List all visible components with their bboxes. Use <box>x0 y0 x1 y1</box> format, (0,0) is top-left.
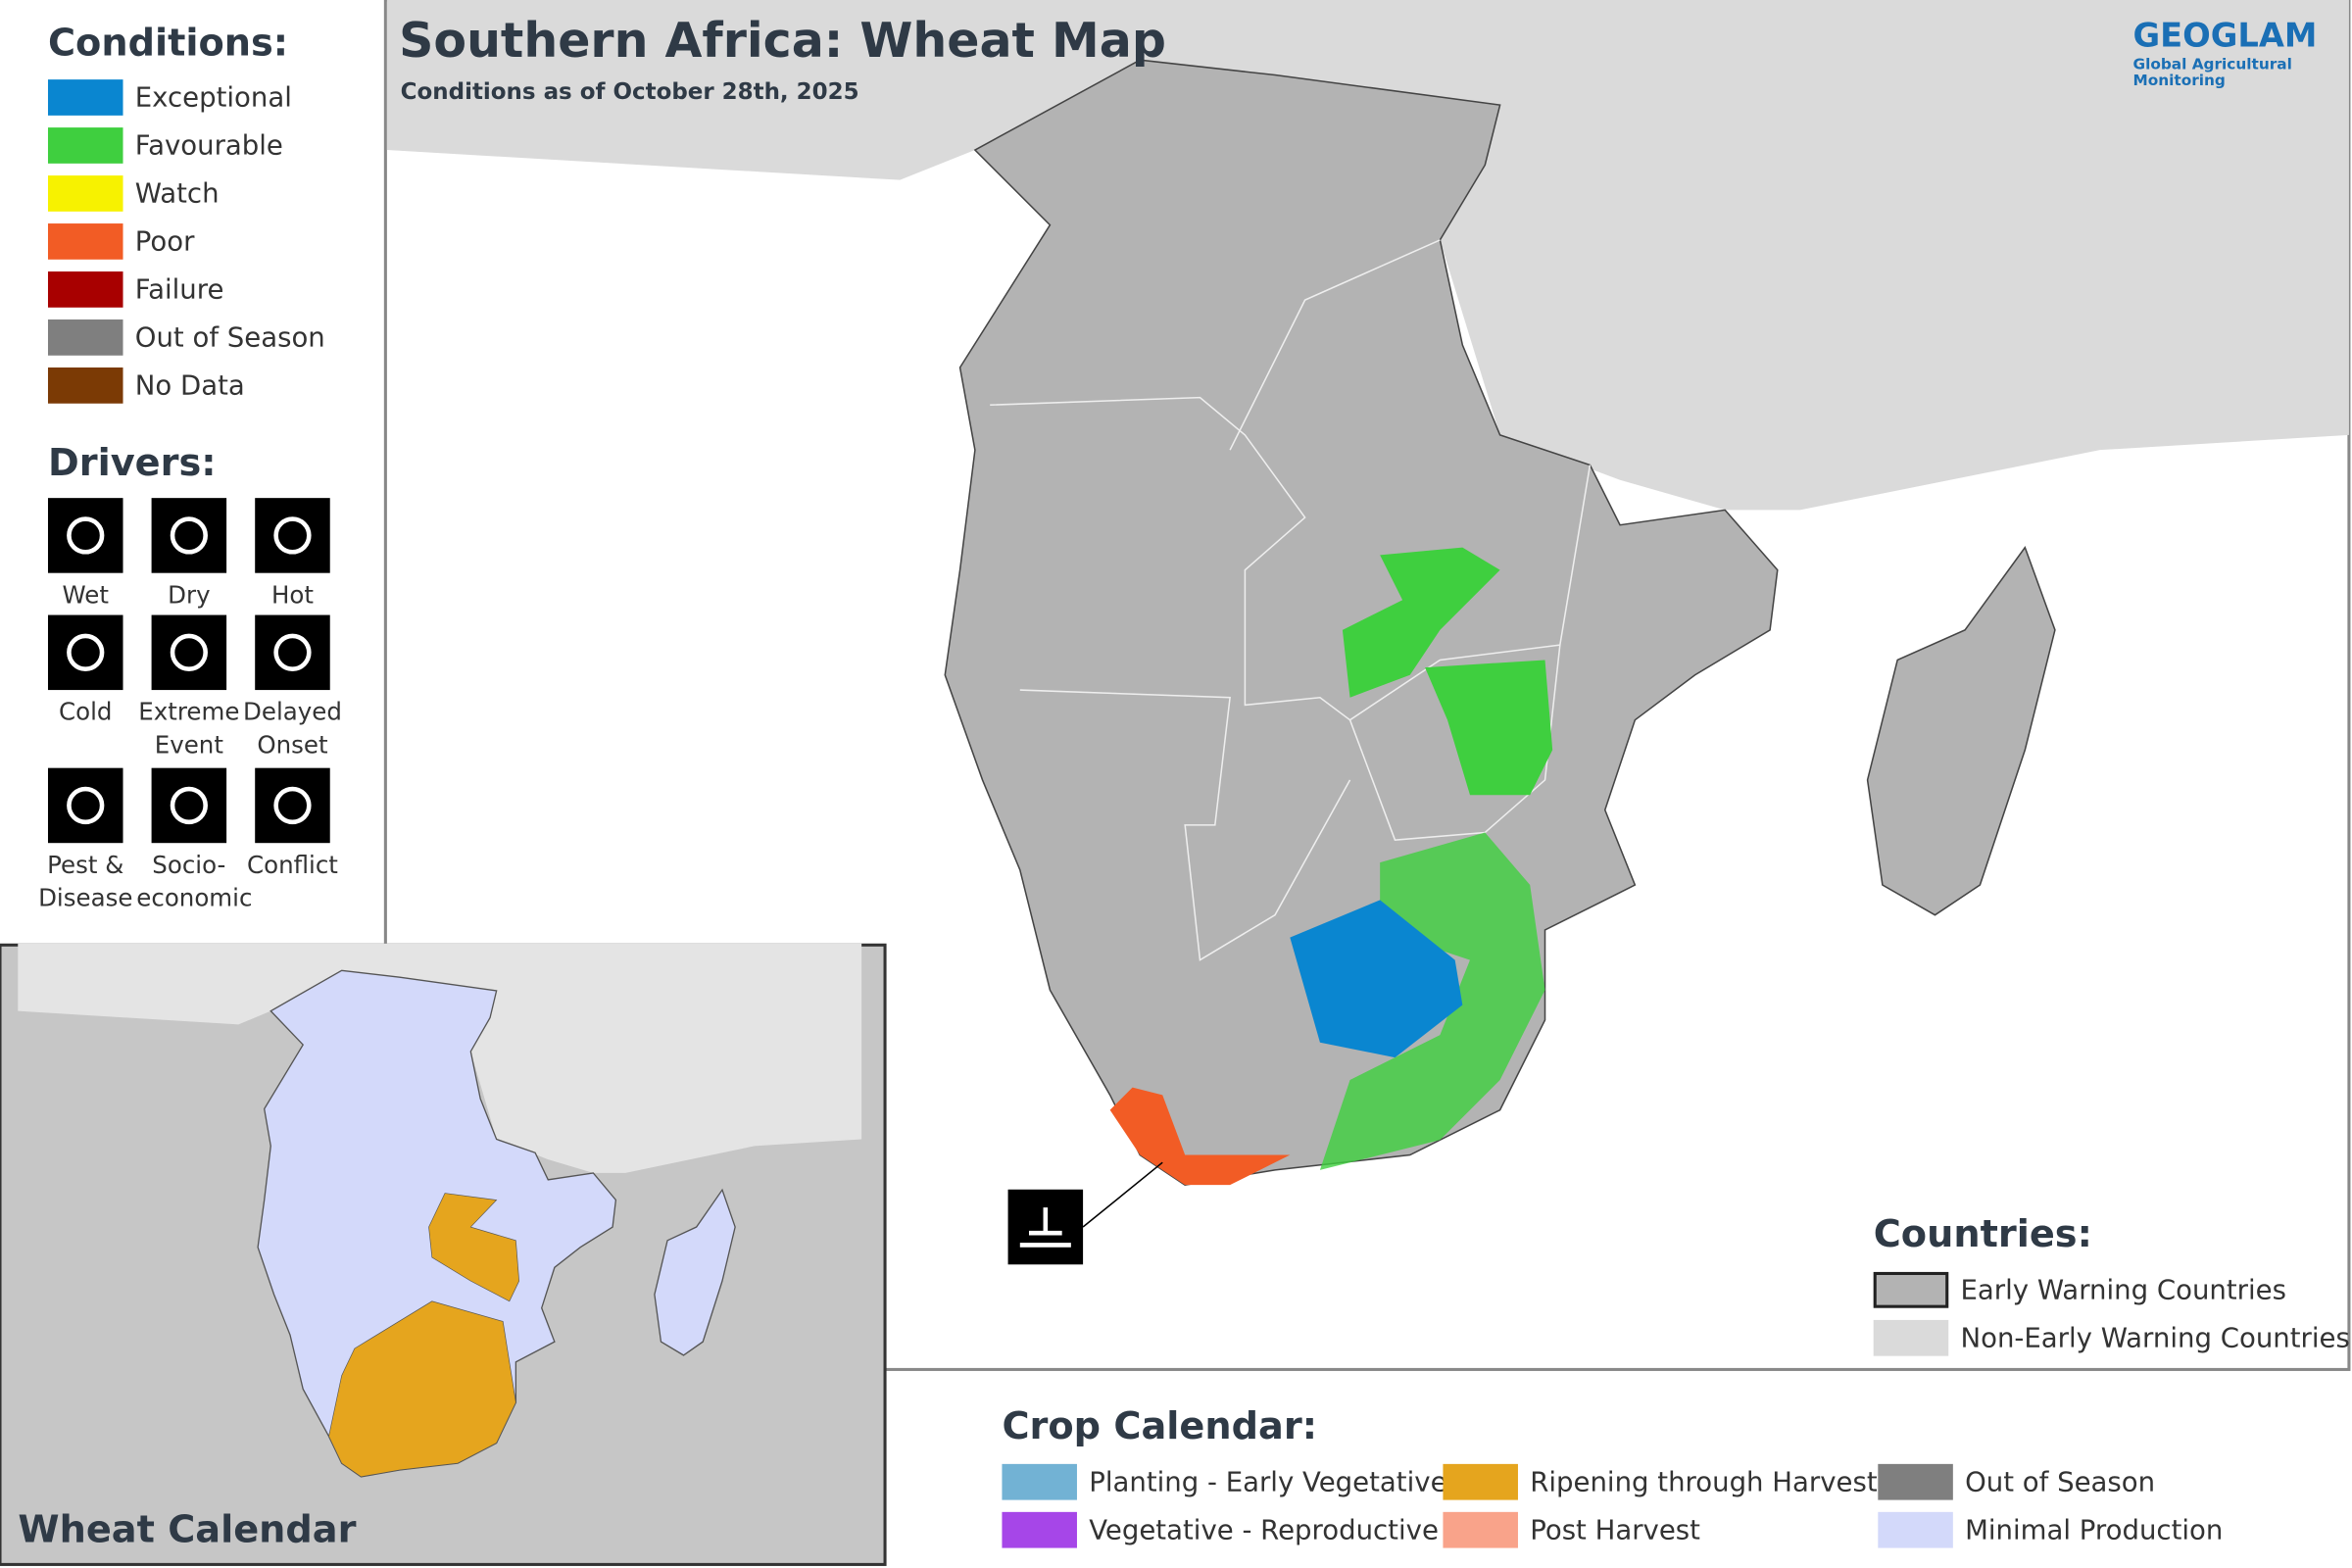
legend-swatch <box>47 79 123 116</box>
driver: Delayed Onset <box>240 614 345 762</box>
legend-swatch <box>1443 1511 1518 1548</box>
countries-title: Countries: <box>1873 1211 2092 1256</box>
legend-swatch <box>1873 1271 1949 1308</box>
legend-swatch <box>47 271 123 308</box>
legend-item: Exceptional <box>47 79 292 116</box>
driver-icon <box>255 614 330 691</box>
legend-item: Failure <box>47 271 224 308</box>
driver: Pest & Disease <box>33 767 138 915</box>
legend-swatch <box>47 127 123 164</box>
legend-swatch <box>1443 1463 1518 1500</box>
legend-item: Out of Season <box>47 319 325 356</box>
legend-label: Out of Season <box>134 321 325 354</box>
legend-label: Watch <box>134 177 220 210</box>
driver-glyph <box>170 786 208 825</box>
driver-label: Delayed Onset <box>243 697 342 760</box>
non-ew-land <box>386 0 2349 511</box>
legend-item: Ripening through Harvest <box>1443 1463 1878 1500</box>
logo-tagline: Global Agricultural Monitoring <box>2132 57 2292 90</box>
legend-swatch <box>1002 1463 1077 1500</box>
legend-item: Out of Season <box>1878 1463 2156 1500</box>
driver-label: Extreme Event <box>138 697 240 760</box>
driver-icon <box>47 767 123 844</box>
driver: Extreme Event <box>136 614 241 762</box>
title: Southern Africa: Wheat Map <box>399 12 1166 70</box>
legend-label: Post Harvest <box>1530 1514 1700 1546</box>
legend-swatch <box>47 319 123 356</box>
driver-label: Hot <box>270 580 314 610</box>
legend-label: Early Warning Countries <box>1960 1274 2286 1306</box>
driver: Cold <box>33 614 138 729</box>
dry-glyph <box>1019 1207 1071 1248</box>
drivers-title: Drivers: <box>47 440 217 485</box>
legend-label: Failure <box>134 273 224 306</box>
crop-calendar-title: Crop Calendar: <box>1002 1403 1318 1448</box>
driver-label: Socio-economic <box>136 850 253 912</box>
inset-title: Wheat Calendar <box>18 1507 357 1551</box>
driver-icon <box>151 614 227 691</box>
conditions-title: Conditions: <box>47 21 289 65</box>
driver: Wet <box>33 498 138 612</box>
driver-label: Wet <box>62 580 109 610</box>
legend-item: Planting - Early Vegetative <box>1002 1463 1447 1500</box>
driver-icon <box>255 767 330 844</box>
legend-swatch <box>47 223 123 260</box>
driver-label: Dry <box>168 580 211 610</box>
driver-icon <box>255 498 330 573</box>
legend-item: Non-Early Warning Countries <box>1873 1319 2350 1356</box>
legend-swatch <box>47 367 123 404</box>
legend-label: Planting - Early Vegetative <box>1089 1466 1447 1498</box>
driver-glyph <box>67 786 105 825</box>
driver-label: Conflict <box>246 850 338 879</box>
driver: Hot <box>240 498 345 612</box>
driver-icon <box>47 614 123 691</box>
driver-label: Cold <box>59 697 113 726</box>
subtitle: Conditions as of October 28th, 2025 <box>400 77 859 106</box>
driver-label: Pest & Disease <box>38 850 133 912</box>
driver-glyph <box>273 633 312 671</box>
legend-swatch <box>1878 1463 1953 1500</box>
legend-label: No Data <box>134 369 245 402</box>
driver-glyph <box>273 516 312 555</box>
legend-item: Minimal Production <box>1878 1511 2224 1548</box>
legend-label: Ripening through Harvest <box>1530 1466 1878 1498</box>
legend-item: Watch <box>47 175 220 212</box>
legend-swatch <box>1873 1319 1949 1356</box>
legend-label: Exceptional <box>134 81 292 114</box>
driver: Dry <box>136 498 241 612</box>
legend-item: Favourable <box>47 127 283 164</box>
legend-label: Vegetative - Reproductive <box>1089 1514 1439 1546</box>
legend-label: Non-Early Warning Countries <box>1960 1322 2350 1354</box>
driver-glyph <box>67 633 105 671</box>
legend-item: No Data <box>47 367 245 404</box>
logo: GEOGLAM <box>2132 18 2318 56</box>
legend-swatch <box>1002 1511 1077 1548</box>
driver-glyph <box>170 516 208 555</box>
inset-map <box>18 943 862 1478</box>
legend-item: Post Harvest <box>1443 1511 1700 1548</box>
driver-icon <box>47 498 123 573</box>
driver-icon <box>151 498 227 573</box>
driver-glyph <box>170 633 208 671</box>
legend-label: Poor <box>134 225 195 258</box>
legend-item: Poor <box>47 223 195 260</box>
legend-label: Favourable <box>134 129 283 162</box>
driver: Conflict <box>240 767 345 882</box>
driver-glyph <box>67 516 105 555</box>
crop-conditions <box>1109 547 1553 1186</box>
driver-glyph <box>273 786 312 825</box>
legend-label: Out of Season <box>1965 1466 2156 1498</box>
driver-icon <box>151 767 227 844</box>
legend-swatch <box>1878 1511 1953 1548</box>
legend-item: Vegetative - Reproductive <box>1002 1511 1439 1548</box>
legend-swatch <box>47 175 123 212</box>
legend-label: Minimal Production <box>1965 1514 2224 1546</box>
driver: Socio-economic <box>136 767 253 915</box>
driver-pointer <box>1082 1161 1163 1228</box>
borders <box>990 239 1592 961</box>
legend-item: Early Warning Countries <box>1873 1271 2286 1308</box>
